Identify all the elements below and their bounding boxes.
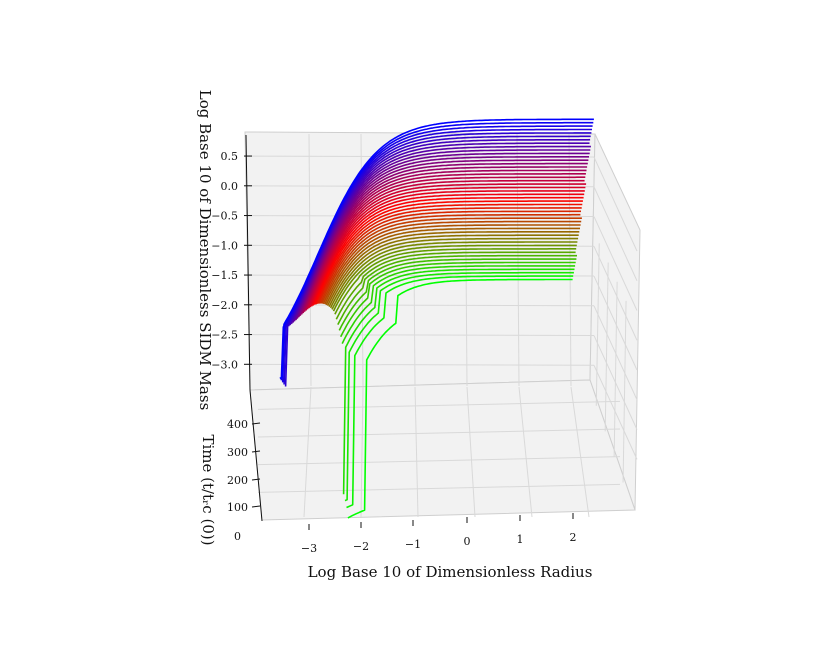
z-tick-label: −2.5 — [211, 329, 238, 342]
x-tick-label: 2 — [570, 531, 577, 544]
z-tick-label: 0.5 — [221, 150, 239, 163]
z-tick-label: −1.0 — [211, 239, 238, 252]
z-tick-label: −1.5 — [211, 269, 238, 282]
x-tick-label: −3 — [301, 542, 317, 555]
z-tick-label: −2.0 — [211, 299, 238, 312]
y-tick-label: 100 — [227, 501, 248, 514]
y-axis-title: Time (t/tᵣc (0)) — [199, 434, 217, 545]
y-tick-mark — [252, 506, 260, 507]
y-tick-label: 0 — [234, 530, 241, 543]
z-tick-label: −0.5 — [211, 210, 238, 223]
z-tick-label: −3.0 — [211, 358, 238, 371]
x-tick-label: 1 — [517, 533, 524, 546]
x-tick-label: −1 — [405, 538, 421, 551]
y-tick-label: 300 — [227, 446, 248, 459]
y-tick-label: 400 — [227, 418, 248, 431]
y-tick-label: 200 — [227, 474, 248, 487]
z-axis-title: Log Base 10 of Dimensionless SIDM Mass — [196, 90, 214, 411]
x-tick-label: −2 — [353, 540, 369, 553]
z-tick-label: 0.0 — [221, 180, 239, 193]
x-axis-title: Log Base 10 of Dimensionless Radius — [308, 563, 593, 581]
x-tick-label: 0 — [464, 535, 471, 548]
